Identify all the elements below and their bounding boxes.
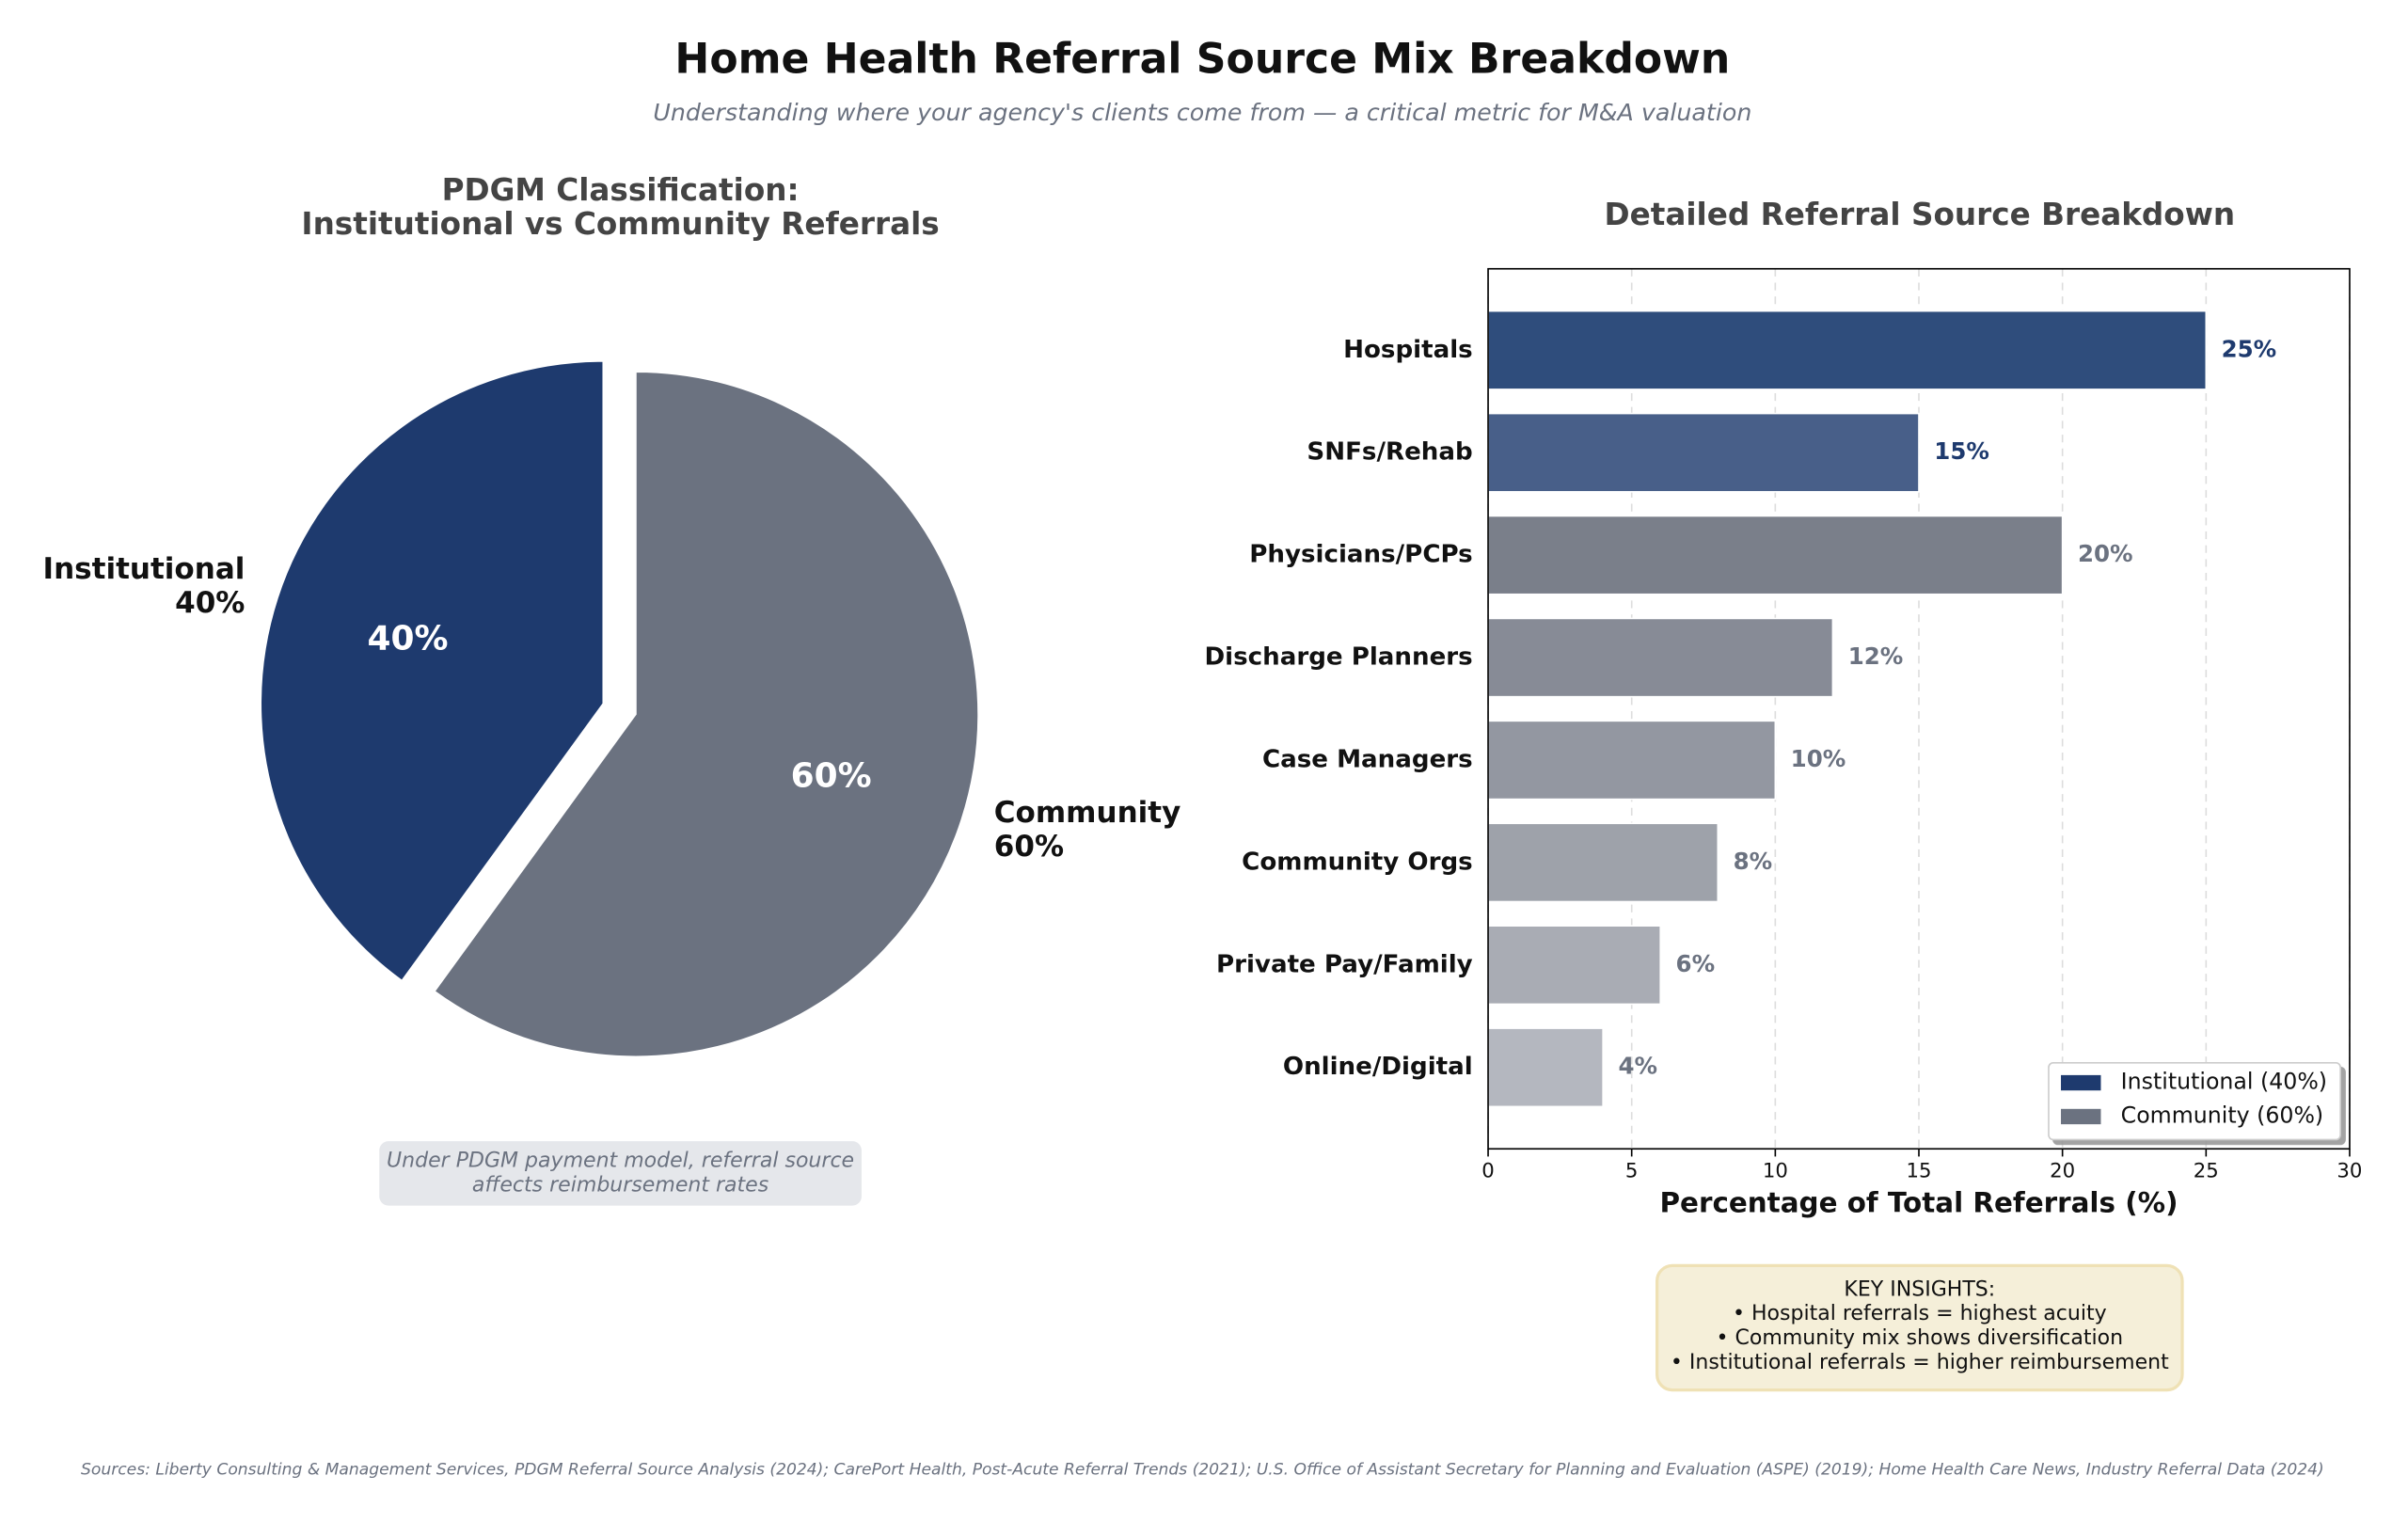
bar-value-label: 12% <box>1848 643 1904 670</box>
bar <box>1487 720 1777 801</box>
bar-value-label: 10% <box>1791 745 1846 772</box>
bar <box>1487 925 1662 1006</box>
slice-value-label: 60% <box>791 757 872 796</box>
bar <box>1487 412 1920 493</box>
annotation-box <box>379 1141 862 1206</box>
pie-slice <box>260 360 605 982</box>
legend-label: Institutional (40%) <box>2121 1069 2327 1095</box>
x-tick-label: 0 <box>1481 1160 1495 1183</box>
legend-box <box>2048 1062 2341 1141</box>
y-tick-label: Discharge Planners <box>1204 643 1472 672</box>
bar-value-label: 20% <box>2078 540 2133 567</box>
legend-label: Community (60%) <box>2121 1102 2323 1128</box>
bar-value-label: 8% <box>1734 848 1773 875</box>
slice-category-label: Institutional <box>43 552 246 586</box>
bar-value-label: 6% <box>1676 950 1716 977</box>
slice-percent-label: 40% <box>175 586 245 620</box>
bar <box>1487 617 1834 698</box>
y-tick-label: Private Pay/Family <box>1216 950 1473 978</box>
bar-value-label: 15% <box>1934 437 1989 465</box>
x-tick-label: 5 <box>1625 1160 1639 1183</box>
plot-frame <box>1487 267 2351 1150</box>
pie-slice <box>433 371 979 1058</box>
x-tick-label: 20 <box>2050 1160 2075 1183</box>
chart-title: Institutional vs Community Referrals <box>301 206 939 242</box>
x-tick-label: 25 <box>2194 1160 2219 1183</box>
y-tick-label: Hospitals <box>1343 336 1473 364</box>
y-tick-label: SNFs/Rehab <box>1307 438 1472 467</box>
slice-category-label: Community <box>994 796 1181 830</box>
legend-swatch <box>2061 1108 2101 1125</box>
bar <box>1487 1027 1604 1108</box>
y-tick-label: Online/Digital <box>1283 1053 1473 1081</box>
source-note: Sources: Liberty Consulting & Management… <box>81 1460 2324 1479</box>
bar <box>1487 822 1719 903</box>
y-tick-label: Case Managers <box>1262 745 1473 773</box>
slice-percent-label: 60% <box>994 830 1064 864</box>
bar <box>1487 309 2208 390</box>
annotation-text: Under PDGM payment model, referral sourc… <box>387 1149 854 1172</box>
slice-value-label: 40% <box>368 619 449 658</box>
insights-text: • Institutional referrals = higher reimb… <box>1671 1351 2169 1374</box>
legend-swatch <box>2061 1074 2101 1091</box>
insights-text: • Hospital referrals = highest acuity <box>1733 1302 2107 1325</box>
chart-title: Detailed Referral Source Breakdown <box>1604 197 2235 232</box>
y-tick-label: Community Orgs <box>1242 848 1473 876</box>
chart-title: PDGM Classification: <box>442 172 800 208</box>
bar <box>1487 515 2064 595</box>
insights-text: KEY INSIGHTS: <box>1844 1277 1995 1301</box>
page-title: Home Health Referral Source Mix Breakdow… <box>674 35 1730 83</box>
insights-box <box>1656 1263 2184 1392</box>
bar-value-label: 4% <box>1618 1053 1657 1080</box>
x-axis-label: Percentage of Total Referrals (%) <box>1660 1187 2178 1219</box>
x-tick-label: 15 <box>1906 1160 1931 1183</box>
bar-value-label: 25% <box>2222 335 2277 362</box>
x-tick-label: 10 <box>1763 1160 1788 1183</box>
annotation-text: affects reimbursement rates <box>472 1173 769 1197</box>
x-tick-label: 30 <box>2337 1160 2362 1183</box>
y-tick-label: Physicians/PCPs <box>1249 541 1472 569</box>
page-subtitle: Understanding where your agency's client… <box>653 99 1751 126</box>
insights-text: • Community mix shows diversification <box>1717 1326 2124 1350</box>
